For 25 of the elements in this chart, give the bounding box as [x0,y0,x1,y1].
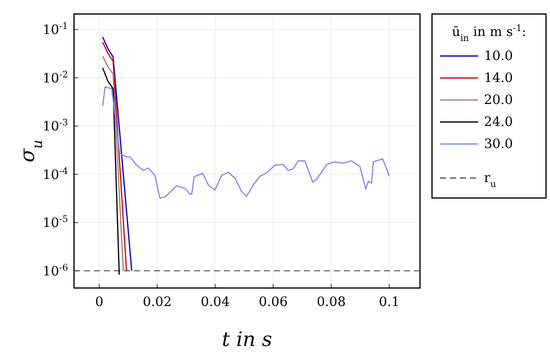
line-series [102,86,390,199]
line-series [102,67,120,276]
y-tick-label: 10$^{-4}$ [42,166,68,183]
legend-label: 30.0 [484,137,513,152]
legend-label: 20.0 [484,93,513,108]
legend-label: 10.0 [484,49,513,64]
x-axis-title: t in s [222,327,272,351]
legend-label: 24.0 [484,115,513,130]
y-tick-label: 10$^{-6}$ [42,263,68,280]
x-tick-label: 0.06 [258,295,288,310]
legend-label: 14.0 [484,71,513,86]
y-tick-label: 10$^{-3}$ [42,118,68,135]
legend-title: ū$_{in}$ in m s$^{-1}$: [452,24,526,44]
legend-label: r$_{u}$ [484,171,496,190]
x-tick-label: 0.02 [142,295,172,310]
line-series [102,41,128,272]
x-tick-label: 0 [95,295,104,310]
x-tick-label: 0.1 [378,295,400,310]
line-series [102,56,124,272]
line-series [102,36,132,272]
y-tick-label: 10$^{-1}$ [42,22,68,38]
y-tick-label: 10$^{-2}$ [42,70,68,86]
y-tick-label: 10$^{-5}$ [42,215,68,232]
x-tick-label: 0.04 [200,295,230,310]
x-tick-label: 0.08 [316,295,346,310]
